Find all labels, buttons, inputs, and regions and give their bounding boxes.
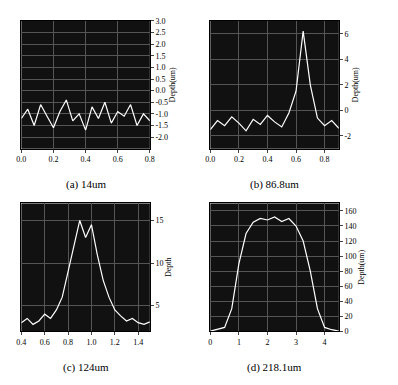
svg-text:0.2: 0.2 — [48, 155, 58, 164]
svg-text:1: 1 — [237, 338, 241, 347]
svg-text:(d) 218.1um: (d) 218.1um — [247, 361, 302, 374]
svg-text:0.8: 0.8 — [63, 338, 73, 347]
svg-text:0: 0 — [208, 338, 212, 347]
svg-text:0.0: 0.0 — [155, 86, 165, 95]
svg-text:-0.5: -0.5 — [155, 98, 168, 107]
svg-text:0.4: 0.4 — [262, 155, 272, 164]
svg-text:Depth: Depth — [164, 258, 173, 278]
svg-text:2.0: 2.0 — [155, 40, 165, 49]
svg-text:0.6: 0.6 — [291, 155, 301, 164]
svg-text:15: 15 — [155, 216, 163, 225]
svg-text:1.0: 1.0 — [155, 63, 165, 72]
svg-text:0.8: 0.8 — [145, 155, 155, 164]
svg-text:-2.0: -2.0 — [155, 133, 168, 142]
svg-text:Depth(um): Depth(um) — [351, 67, 360, 102]
svg-text:1.5: 1.5 — [155, 52, 165, 61]
svg-text:(b) 86.8um: (b) 86.8um — [250, 178, 299, 191]
svg-text:Depth(um): Depth(um) — [168, 67, 177, 102]
svg-text:1.0: 1.0 — [86, 338, 96, 347]
svg-text:1.2: 1.2 — [110, 338, 120, 347]
svg-text:3.0: 3.0 — [155, 17, 165, 26]
svg-text:2.5: 2.5 — [155, 28, 165, 37]
svg-text:-2: -2 — [344, 132, 351, 141]
svg-text:3: 3 — [294, 338, 298, 347]
svg-text:40: 40 — [344, 297, 352, 306]
svg-text:4: 4 — [323, 338, 327, 347]
svg-text:100: 100 — [344, 252, 356, 261]
svg-text:140: 140 — [344, 222, 356, 231]
svg-text:10: 10 — [155, 259, 163, 268]
svg-text:(c) 124um: (c) 124um — [63, 361, 109, 374]
svg-text:0.5: 0.5 — [155, 75, 165, 84]
svg-text:2: 2 — [344, 81, 348, 90]
svg-text:0.0: 0.0 — [205, 155, 215, 164]
svg-text:1.4: 1.4 — [133, 338, 143, 347]
svg-text:2: 2 — [265, 338, 269, 347]
svg-text:0.6: 0.6 — [40, 338, 50, 347]
svg-text:0.6: 0.6 — [113, 155, 123, 164]
svg-text:4: 4 — [344, 55, 348, 64]
svg-text:0.4: 0.4 — [16, 338, 26, 347]
svg-text:120: 120 — [344, 237, 356, 246]
svg-text:0.4: 0.4 — [81, 155, 91, 164]
svg-text:(a) 14um: (a) 14um — [66, 178, 106, 191]
svg-text:0: 0 — [344, 327, 348, 336]
svg-text:-1.0: -1.0 — [155, 110, 168, 119]
svg-text:5: 5 — [155, 301, 159, 310]
svg-text:80: 80 — [344, 267, 352, 276]
svg-text:0.2: 0.2 — [234, 155, 244, 164]
svg-text:20: 20 — [344, 312, 352, 321]
svg-text:-1.5: -1.5 — [155, 121, 168, 130]
svg-text:0.8: 0.8 — [320, 155, 330, 164]
svg-text:Depth(um): Depth(um) — [357, 249, 366, 284]
svg-text:60: 60 — [344, 282, 352, 291]
svg-text:0: 0 — [344, 106, 348, 115]
svg-text:160: 160 — [344, 207, 356, 216]
svg-text:6: 6 — [344, 30, 348, 39]
svg-text:0.0: 0.0 — [16, 155, 26, 164]
